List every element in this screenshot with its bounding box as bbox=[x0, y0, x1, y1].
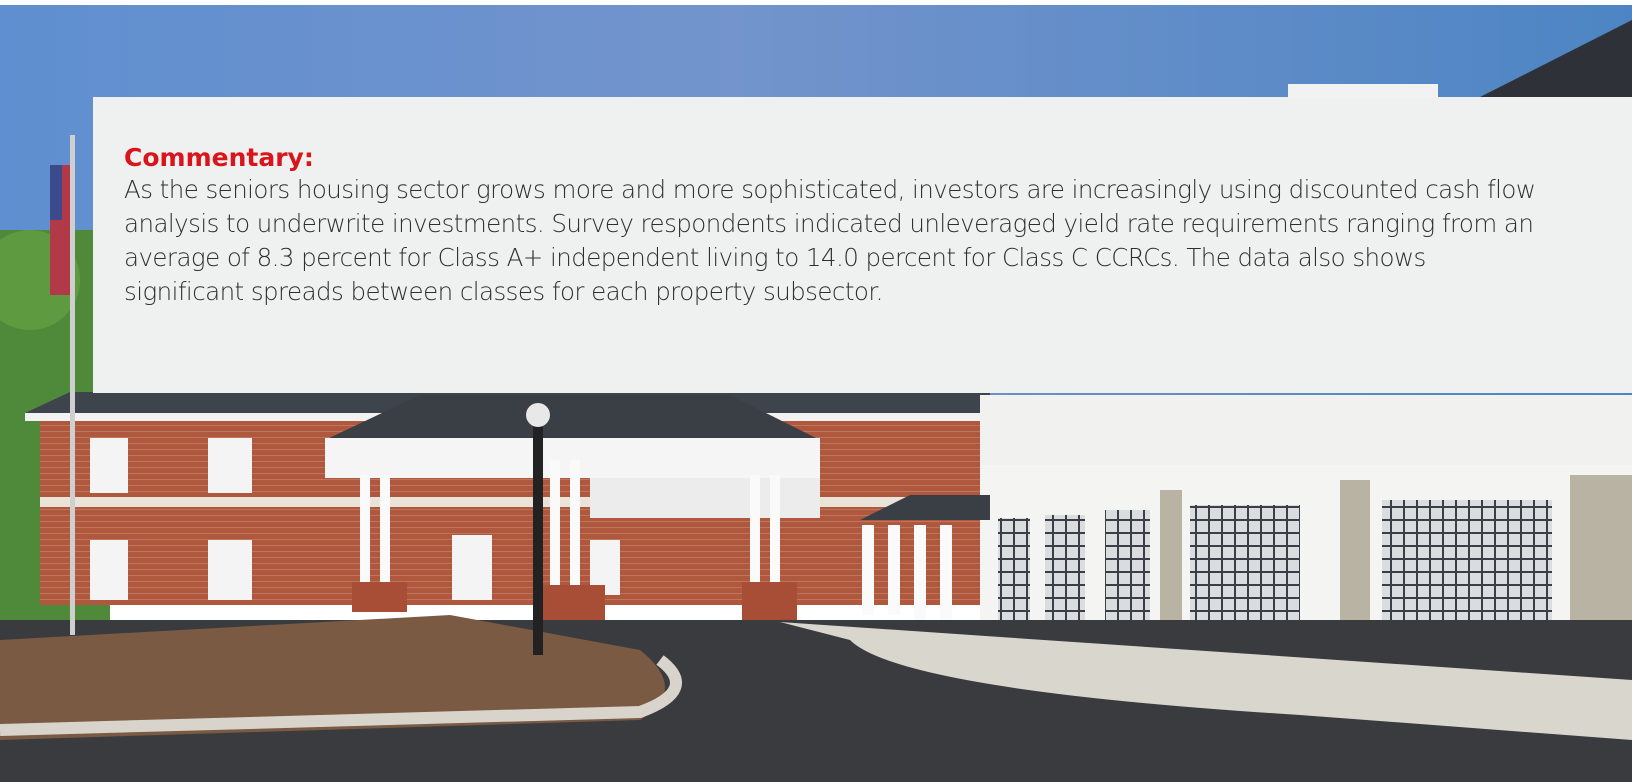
commentary-panel: Commentary: As the seniors housing secto… bbox=[93, 97, 1632, 393]
commentary-text: As the seniors housing sector grows more… bbox=[124, 175, 1536, 306]
heading: Commentary: bbox=[124, 143, 314, 172]
